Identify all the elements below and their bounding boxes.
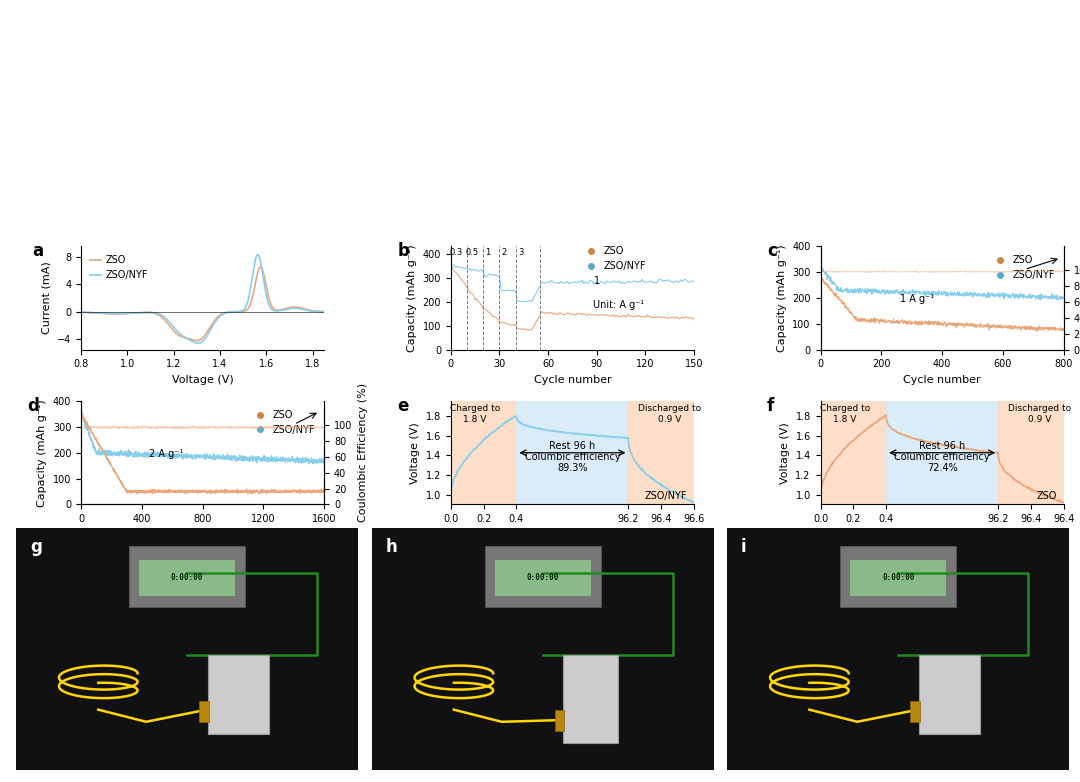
Bar — [139, 560, 235, 596]
Bar — [495, 560, 591, 596]
Bar — [516, 401, 629, 504]
Text: 0.3: 0.3 — [449, 249, 462, 257]
Text: i: i — [741, 537, 746, 555]
Bar — [450, 401, 516, 504]
Bar — [850, 560, 946, 596]
Text: 0:00:00: 0:00:00 — [527, 573, 558, 583]
Text: Columbic efficiency
72.4%: Columbic efficiency 72.4% — [894, 452, 990, 473]
Text: 0.5: 0.5 — [465, 249, 478, 257]
Y-axis label: Capacity (mAh g⁻¹): Capacity (mAh g⁻¹) — [407, 244, 417, 352]
ZSO — [181, 334, 194, 343]
Text: e: e — [397, 397, 408, 415]
ZSO/NYF — [173, 328, 186, 338]
Text: ZSO: ZSO — [1036, 491, 1056, 501]
Text: Discharged to
0.9 V: Discharged to 0.9 V — [638, 404, 701, 424]
Text: Charged to
1.8 V: Charged to 1.8 V — [820, 404, 870, 424]
Y-axis label: Current (mA): Current (mA) — [41, 261, 52, 335]
Bar — [485, 546, 600, 607]
Text: 1 A g⁻¹: 1 A g⁻¹ — [900, 294, 934, 304]
Y-axis label: Voltage (V): Voltage (V) — [410, 422, 420, 483]
Line: ZSO: ZSO — [81, 267, 324, 341]
X-axis label: Cycle number: Cycle number — [164, 529, 242, 540]
Text: Charged to
1.8 V: Charged to 1.8 V — [450, 404, 500, 424]
Text: Discharged to
0.9 V: Discharged to 0.9 V — [1008, 404, 1071, 424]
Bar — [563, 655, 618, 743]
ZSO — [173, 331, 186, 340]
Bar — [207, 655, 269, 734]
ZSO/NYF — [191, 339, 204, 348]
Bar — [840, 546, 957, 607]
Line: ZSO/NYF: ZSO/NYF — [81, 255, 324, 343]
ZSO — [75, 307, 87, 317]
ZSO — [254, 262, 267, 271]
Bar — [998, 401, 1064, 504]
ZSO — [318, 307, 330, 317]
Bar — [129, 546, 245, 607]
Y-axis label: Capacity (mAh g⁻¹): Capacity (mAh g⁻¹) — [37, 399, 48, 507]
Text: b: b — [397, 242, 409, 260]
ZSO/NYF — [181, 335, 194, 344]
Y-axis label: Coulombic Efficiency (%): Coulombic Efficiency (%) — [357, 383, 368, 522]
Text: ZSO/NYF: ZSO/NYF — [645, 491, 687, 501]
Bar — [910, 701, 920, 722]
ZSO — [190, 336, 203, 346]
Bar — [629, 401, 694, 504]
ZSO/NYF — [242, 295, 255, 304]
Y-axis label: Capacity (mAh g⁻¹): Capacity (mAh g⁻¹) — [777, 244, 786, 352]
Text: g: g — [30, 537, 42, 555]
X-axis label: Voltage (V): Voltage (V) — [172, 375, 233, 385]
Bar — [821, 401, 887, 504]
Legend: ZSO, ZSO/NYF: ZSO, ZSO/NYF — [246, 406, 320, 439]
ZSO/NYF — [252, 250, 265, 260]
Text: d: d — [27, 397, 39, 415]
X-axis label: Cycle number: Cycle number — [903, 375, 981, 385]
ZSO/NYF — [318, 307, 330, 317]
Text: f: f — [767, 397, 774, 415]
Y-axis label: Voltage (V): Voltage (V) — [780, 422, 789, 483]
ZSO/NYF — [265, 304, 278, 314]
Text: 3: 3 — [517, 249, 523, 257]
Text: Columbic efficiency
89.3%: Columbic efficiency 89.3% — [525, 452, 620, 473]
Bar — [199, 701, 208, 722]
Text: a: a — [32, 242, 43, 260]
Legend: ZSO, ZSO/NYF: ZSO, ZSO/NYF — [986, 251, 1058, 284]
ZSO/NYF — [269, 307, 282, 316]
X-axis label: Cycle number: Cycle number — [534, 375, 611, 385]
X-axis label: Time (h): Time (h) — [919, 529, 966, 540]
ZSO — [242, 303, 255, 313]
Legend: ZSO, ZSO/NYF: ZSO, ZSO/NYF — [86, 251, 151, 284]
Text: Unit: A g⁻¹: Unit: A g⁻¹ — [594, 300, 645, 310]
ZSO — [99, 309, 112, 318]
Text: c: c — [767, 242, 777, 260]
ZSO — [265, 300, 278, 310]
Text: 0:00:00: 0:00:00 — [882, 573, 915, 583]
Text: 0:00:00: 0:00:00 — [171, 573, 203, 583]
Bar — [887, 401, 998, 504]
ZSO — [269, 305, 282, 314]
X-axis label: Time (h): Time (h) — [549, 529, 596, 540]
Text: 1: 1 — [485, 249, 490, 257]
Bar — [919, 655, 981, 734]
Text: 1: 1 — [594, 275, 599, 285]
Text: 2: 2 — [502, 249, 507, 257]
Text: h: h — [386, 537, 397, 555]
Legend: ZSO, ZSO/NYF: ZSO, ZSO/NYF — [578, 242, 650, 275]
Bar — [555, 710, 564, 731]
ZSO/NYF — [75, 307, 87, 317]
Text: Rest 96 h: Rest 96 h — [550, 441, 595, 450]
Text: 2 A g⁻¹: 2 A g⁻¹ — [149, 449, 184, 459]
Text: Rest 96 h: Rest 96 h — [919, 441, 966, 450]
ZSO/NYF — [99, 309, 112, 318]
